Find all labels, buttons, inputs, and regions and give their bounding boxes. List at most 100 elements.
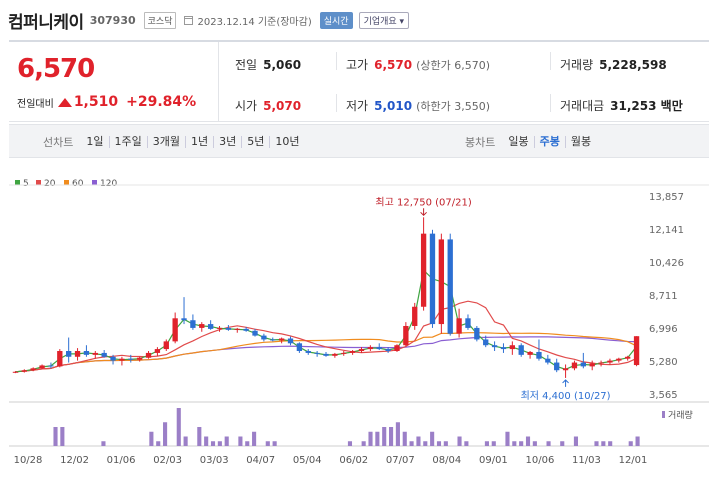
candle-body (385, 349, 391, 352)
low-value: 5,010 (374, 99, 413, 113)
volume-bar (512, 441, 517, 446)
volume-bar (457, 436, 462, 446)
candle-body (349, 351, 356, 353)
volume-bar (484, 441, 489, 446)
candle-body (625, 356, 631, 359)
candle-body (438, 239, 445, 325)
candle-body (92, 352, 98, 355)
candle-body (509, 345, 515, 350)
volume-bar (601, 441, 606, 446)
candle-body (252, 330, 258, 336)
volume-bar (525, 436, 531, 446)
low-arrow-icon (562, 379, 569, 387)
period-1w[interactable]: 1주일 (108, 136, 147, 148)
volume-bar (505, 431, 510, 446)
legend-swatch (92, 180, 97, 185)
x-tick-label: 09/01 (479, 455, 508, 466)
prev-close-value: 5,060 (263, 58, 302, 72)
ma-line-60 (15, 332, 637, 373)
candle-body (57, 351, 63, 367)
period-3m[interactable]: 3개월 (146, 136, 185, 148)
y-tick-label: 8,711 (649, 291, 678, 302)
candle-body (394, 345, 400, 352)
candle-body (518, 345, 524, 355)
candle-body (234, 328, 240, 330)
low-price: 저가 5,010 (하한가 3,550) (346, 97, 490, 114)
prev-close-label: 전일 (235, 58, 258, 72)
candle-body (243, 328, 249, 331)
candle-body (48, 365, 54, 367)
prev-close: 전일 5,060 (235, 56, 301, 73)
volume-bar (375, 431, 380, 446)
base-date: 2023.12.14 기준(장마감) (197, 16, 312, 28)
volume-bar (395, 422, 400, 446)
candle-daily[interactable]: 일봉 (508, 135, 529, 148)
candle-body (571, 362, 578, 369)
up-arrow-icon (57, 97, 72, 107)
candle-body (101, 352, 107, 357)
volume-bar (217, 441, 222, 446)
open-price: 시가 5,070 (235, 97, 301, 114)
candle-monthly[interactable]: 월봉 (564, 136, 596, 148)
candle-body (66, 351, 72, 357)
legend-label: 5 (23, 179, 29, 189)
volume-value: 5,228,598 (599, 58, 667, 72)
market-badge: 코스닥 (143, 11, 177, 29)
volume-bar (265, 441, 270, 446)
candle-body (545, 358, 551, 363)
legend-label: 60 (72, 179, 84, 189)
volume-bar (389, 427, 394, 446)
x-axis-ticks: 10/28 12/02 01/06 02/03 03/03 04/07 05/04 06/02… (14, 455, 648, 466)
candle-weekly[interactable]: 주봉 (533, 136, 565, 148)
candle-body (261, 335, 267, 340)
volume-bar (245, 441, 250, 446)
period-5y[interactable]: 5년 (241, 136, 269, 148)
candle-body (554, 362, 560, 371)
volume-bar (464, 441, 469, 446)
grid-lines (9, 184, 709, 447)
period-1d[interactable]: 1일 (86, 135, 104, 148)
volume-bar (176, 408, 181, 446)
candle-body (154, 349, 161, 353)
low-label: 저가 (346, 99, 369, 113)
upper-limit: (상한가 6,570) (416, 59, 490, 72)
candle-body (305, 351, 311, 353)
legend-swatch (36, 180, 41, 185)
y-axis-ticks: 13,857 12,141 10,426 8,711 6,996 5,280 3,565 (649, 192, 684, 401)
change-label: 전일대비 (17, 98, 54, 110)
candle-body (137, 357, 143, 360)
candle-body (12, 371, 19, 373)
period-1y[interactable]: 1년 (185, 136, 213, 148)
candle-body (190, 320, 196, 328)
candle-body (21, 370, 27, 372)
period-10y[interactable]: 10년 (269, 136, 304, 148)
candle-body (207, 324, 214, 329)
candle-body (172, 318, 178, 342)
legend-label: 120 (100, 179, 117, 189)
candle-body (616, 358, 622, 361)
volume-bar (491, 441, 496, 446)
candle-body (119, 358, 125, 361)
candle-body (447, 239, 453, 334)
candle-body (30, 368, 36, 371)
company-info-dropdown[interactable]: 기업개요 ▾ (358, 11, 410, 29)
volume-bar (156, 441, 161, 446)
volume-bar (430, 431, 435, 446)
volume-bar (197, 427, 202, 446)
line-chart-label: 선차트 (43, 136, 74, 149)
volume-bar (423, 441, 428, 446)
y-tick-label: 5,280 (649, 357, 678, 368)
open-value: 5,070 (263, 99, 302, 113)
stock-code: 307930 (89, 13, 136, 27)
volume-bar (608, 441, 613, 446)
volume-bar (252, 431, 257, 446)
y-tick-label: 13,857 (649, 192, 684, 203)
x-tick-label: 12/02 (60, 455, 89, 466)
candle-body (296, 343, 303, 352)
change-amount: 1,510 (73, 94, 119, 110)
calendar-icon (184, 15, 194, 25)
period-3y[interactable]: 3년 (213, 136, 241, 148)
volume-bar (560, 441, 565, 446)
candle-body (225, 327, 232, 330)
realtime-button[interactable]: 실시간 (319, 11, 353, 29)
